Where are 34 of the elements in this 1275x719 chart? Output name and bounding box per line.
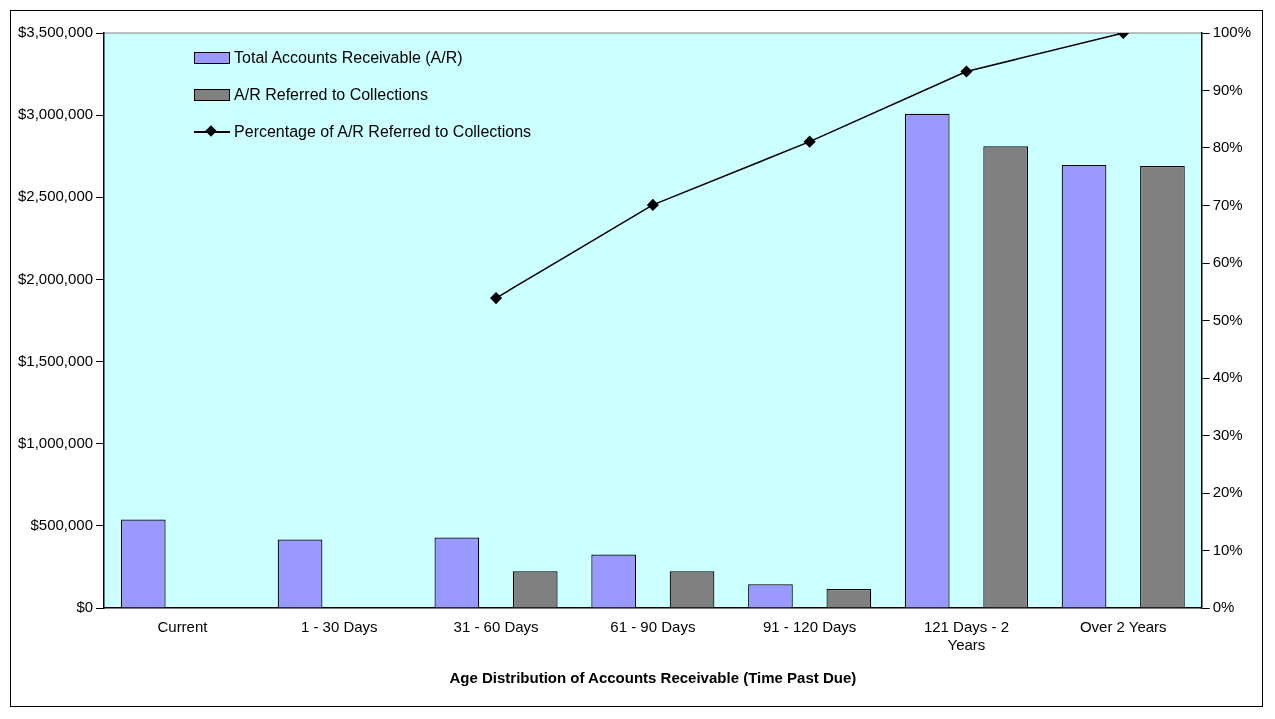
x-tick-label: Over 2 Years <box>1079 618 1167 636</box>
y2-tick-label: 10% <box>1212 540 1243 558</box>
y2-tick-label: 60% <box>1212 253 1243 271</box>
y2-tick-label: 80% <box>1212 138 1243 156</box>
legend-label: Percentage of A/R Referred to Collections <box>234 122 532 141</box>
y-tick-label: $1,500,000 <box>18 351 94 369</box>
legend-label: Total Accounts Receivable (A/R) <box>234 48 463 67</box>
y2-tick-label: 90% <box>1212 80 1243 98</box>
point <box>647 199 659 211</box>
y-tick-label: $2,500,000 <box>18 187 94 205</box>
x-tick-label: 1 - 30 Days <box>300 618 378 636</box>
x-tick-label: 121 Days - 2 Years <box>923 618 1009 654</box>
y2-tick-label: 20% <box>1212 483 1243 501</box>
x-tick-label: 61 - 90 Days <box>610 618 696 636</box>
y2-tick-label: 50% <box>1212 310 1243 328</box>
y-tick-label: $2,000,000 <box>18 269 94 287</box>
point <box>490 292 502 304</box>
y2-tick-label: 0% <box>1212 598 1235 616</box>
legend-label: A/R Referred to Collections <box>234 85 428 104</box>
x-tick-label: 31 - 60 Days <box>453 618 539 636</box>
point <box>960 65 973 78</box>
y-tick-label: $1,000,000 <box>18 433 94 451</box>
y2-tick-label: 100% <box>1212 23 1252 41</box>
y-tick-label: $3,000,000 <box>18 105 94 123</box>
y-tick-label: $3,500,000 <box>18 23 94 41</box>
y-tick-label: $0 <box>76 598 94 616</box>
y-tick-label: $500,000 <box>30 516 94 533</box>
point <box>803 135 816 148</box>
y2-tick-label: 30% <box>1212 425 1243 443</box>
x-tick-label: 91 - 120 Days <box>762 618 857 636</box>
x-axis-title: Age Distribution of Accounts Receivable (Time Past Due) <box>449 669 857 687</box>
y2-tick-label: 40% <box>1212 368 1243 386</box>
y2-tick-label: 70% <box>1212 195 1243 213</box>
x-tick-label: Current <box>157 618 209 636</box>
